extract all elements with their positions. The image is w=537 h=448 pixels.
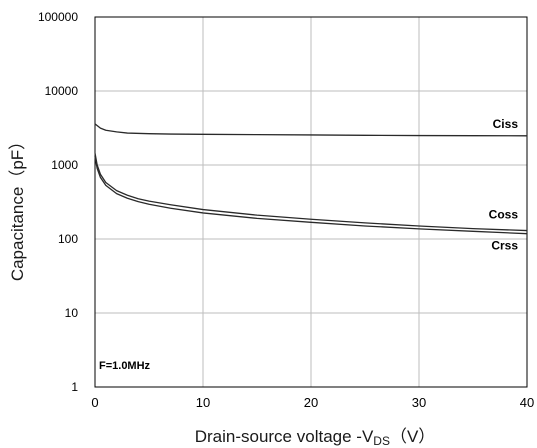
x-axis-title-unit: （V）	[390, 427, 435, 446]
x-tick-label: 30	[412, 395, 426, 410]
x-axis-title-main: Drain-source voltage -V	[195, 427, 374, 446]
plot-area-frame	[94, 16, 528, 388]
y-tick-label: 100000	[38, 10, 78, 24]
x-tick-label: 10	[196, 395, 210, 410]
series-label-ciss: Ciss	[493, 117, 519, 131]
y-tick-label: 10000	[45, 84, 79, 98]
x-axis-title-subscript: DS	[373, 434, 390, 448]
y-tick-label: 10	[65, 306, 79, 320]
series-lines	[94, 123, 528, 235]
x-axis-title: Drain-source voltage -VDS（V）	[195, 427, 436, 448]
x-tick-label: 20	[304, 395, 318, 410]
grid-lines	[95, 17, 527, 387]
series-line-ciss	[94, 123, 528, 137]
series-line-coss	[94, 152, 528, 232]
y-tick-label: 100	[58, 232, 78, 246]
series-line-crss	[94, 156, 528, 235]
series-labels: Ciss Coss Crss	[489, 117, 519, 253]
series-label-coss: Coss	[489, 208, 519, 222]
tick-labels: 1 10 100 1000 10000 100000 0 10 20 30 40	[38, 10, 534, 410]
y-axis-title: Capacitance（pF）	[8, 133, 27, 281]
y-tick-label: 1000	[51, 158, 78, 172]
frequency-annotation: F=1.0MHz	[99, 360, 151, 372]
series-label-crss: Crss	[491, 239, 518, 253]
y-tick-label: 1	[71, 380, 78, 394]
x-tick-label: 40	[520, 395, 534, 410]
x-tick-label: 0	[91, 395, 98, 410]
